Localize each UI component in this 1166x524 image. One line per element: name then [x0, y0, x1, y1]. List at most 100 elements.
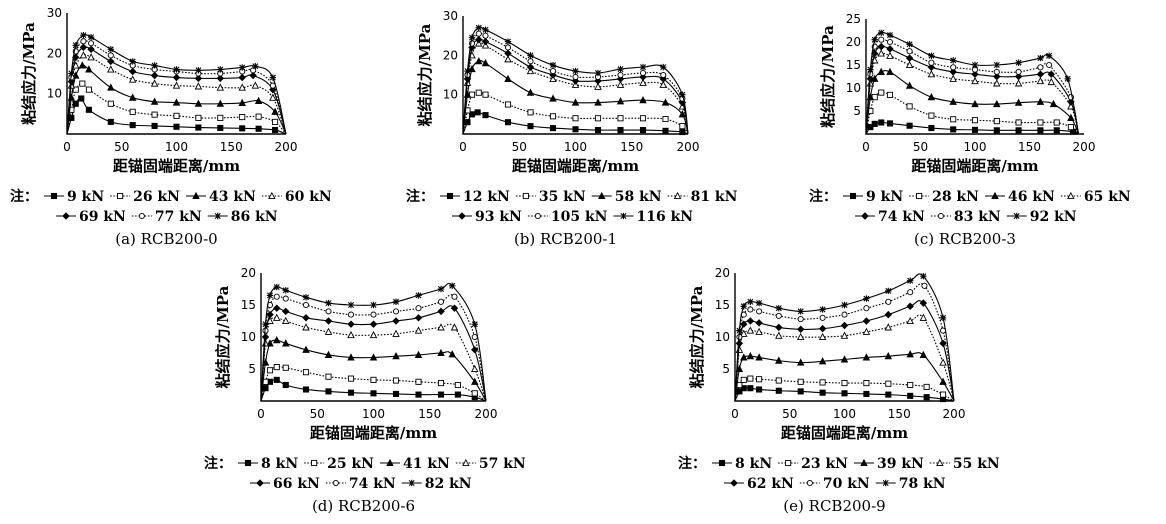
legend-entry: 39 kN [853, 456, 924, 472]
legend-label: 28 kN [932, 189, 979, 205]
data-point [756, 376, 763, 383]
data-point [195, 114, 202, 121]
data-point [471, 346, 479, 354]
data-point [1037, 119, 1044, 126]
legend-marker [214, 212, 221, 220]
data-point [1014, 79, 1023, 87]
data-point [746, 326, 755, 334]
data-point [949, 68, 957, 76]
data-point [639, 115, 647, 122]
data-point [392, 298, 400, 305]
legend-entry: 26 kN [110, 189, 180, 205]
legend-marker [462, 458, 470, 467]
legend-marker [806, 479, 813, 487]
data-point [747, 375, 754, 382]
x-tick-label: 200 [475, 407, 498, 421]
data-point [282, 287, 289, 294]
data-point [755, 319, 763, 327]
data-point [747, 306, 754, 313]
data-point [886, 31, 894, 39]
data-point [282, 339, 290, 347]
y-tick-label: 20 [715, 266, 730, 280]
data-point [217, 124, 224, 131]
data-point [282, 381, 289, 389]
data-point [950, 126, 957, 133]
legend-marker [268, 191, 276, 200]
data-point [928, 112, 935, 119]
data-point [262, 321, 269, 328]
data-point [840, 355, 849, 363]
legend-marker [458, 212, 466, 220]
x-tick-label: 100 [165, 140, 188, 154]
legend-label: 83 kN [954, 209, 1001, 225]
legend-label: 92 kN [1030, 209, 1077, 225]
legend-entry: 78 kN [875, 476, 946, 492]
data-point [796, 358, 805, 366]
data-point [526, 88, 535, 96]
data-point [527, 52, 534, 59]
legend-label: 23 kN [801, 456, 848, 472]
data-point [79, 51, 88, 59]
data-point [302, 345, 310, 353]
data-point [107, 118, 114, 125]
legend-entry: 58 kN [591, 189, 662, 205]
data-point [254, 96, 263, 104]
data-point [370, 390, 377, 397]
data-point [940, 391, 947, 398]
data-point [129, 122, 136, 129]
data-point [746, 352, 755, 360]
data-point [107, 65, 115, 73]
data-point [756, 308, 763, 315]
data-point [886, 120, 894, 127]
legend-marker [256, 479, 264, 487]
data-point [454, 381, 461, 389]
data-point [107, 83, 115, 91]
data-point [415, 391, 422, 398]
legend-label: 9 kN [67, 189, 104, 205]
data-point [194, 74, 203, 83]
data-point [971, 117, 979, 124]
legend-entry: 46 kN [984, 189, 1055, 205]
x-tick-label: 0 [63, 140, 71, 154]
data-point [85, 86, 92, 93]
legend-marker [916, 192, 923, 200]
legend-label: 25 kN [327, 456, 374, 472]
legend-label: 58 kN [615, 189, 662, 205]
data-point [392, 308, 400, 315]
legend-marker [192, 191, 200, 200]
data-point [878, 89, 885, 96]
data-point [482, 112, 489, 119]
legend-label: 39 kN [877, 456, 924, 472]
x-tick-label: 0 [731, 407, 739, 421]
data-point [504, 74, 512, 82]
data-point [775, 323, 783, 332]
data-point [347, 301, 355, 309]
data-point [797, 316, 804, 323]
data-point [819, 389, 826, 396]
legend-label: 116 kN [636, 209, 693, 225]
data-point [920, 273, 927, 280]
legend-label: 62 kN [747, 476, 794, 492]
data-point [950, 64, 957, 71]
data-point [906, 302, 914, 311]
y-tick-label: 5 [248, 362, 256, 376]
data-point [971, 61, 979, 69]
data-point [347, 375, 355, 382]
y-tick-label: 5 [722, 362, 730, 376]
legend-marker [386, 458, 394, 467]
data-point [87, 34, 95, 41]
data-point [1014, 72, 1023, 81]
legend-label: 26 kN [133, 189, 180, 205]
data-point [661, 98, 670, 106]
data-point [415, 292, 422, 299]
data-point [369, 330, 378, 339]
data-point [504, 38, 512, 45]
data-point [819, 379, 826, 386]
data-point [1064, 75, 1071, 82]
data-point [939, 339, 947, 348]
data-point [862, 317, 871, 325]
data-point [437, 323, 445, 331]
y-axis-title: 粘结应力/MPa [819, 25, 837, 128]
x-tick-label: 0 [257, 407, 265, 421]
data-point [128, 75, 137, 83]
